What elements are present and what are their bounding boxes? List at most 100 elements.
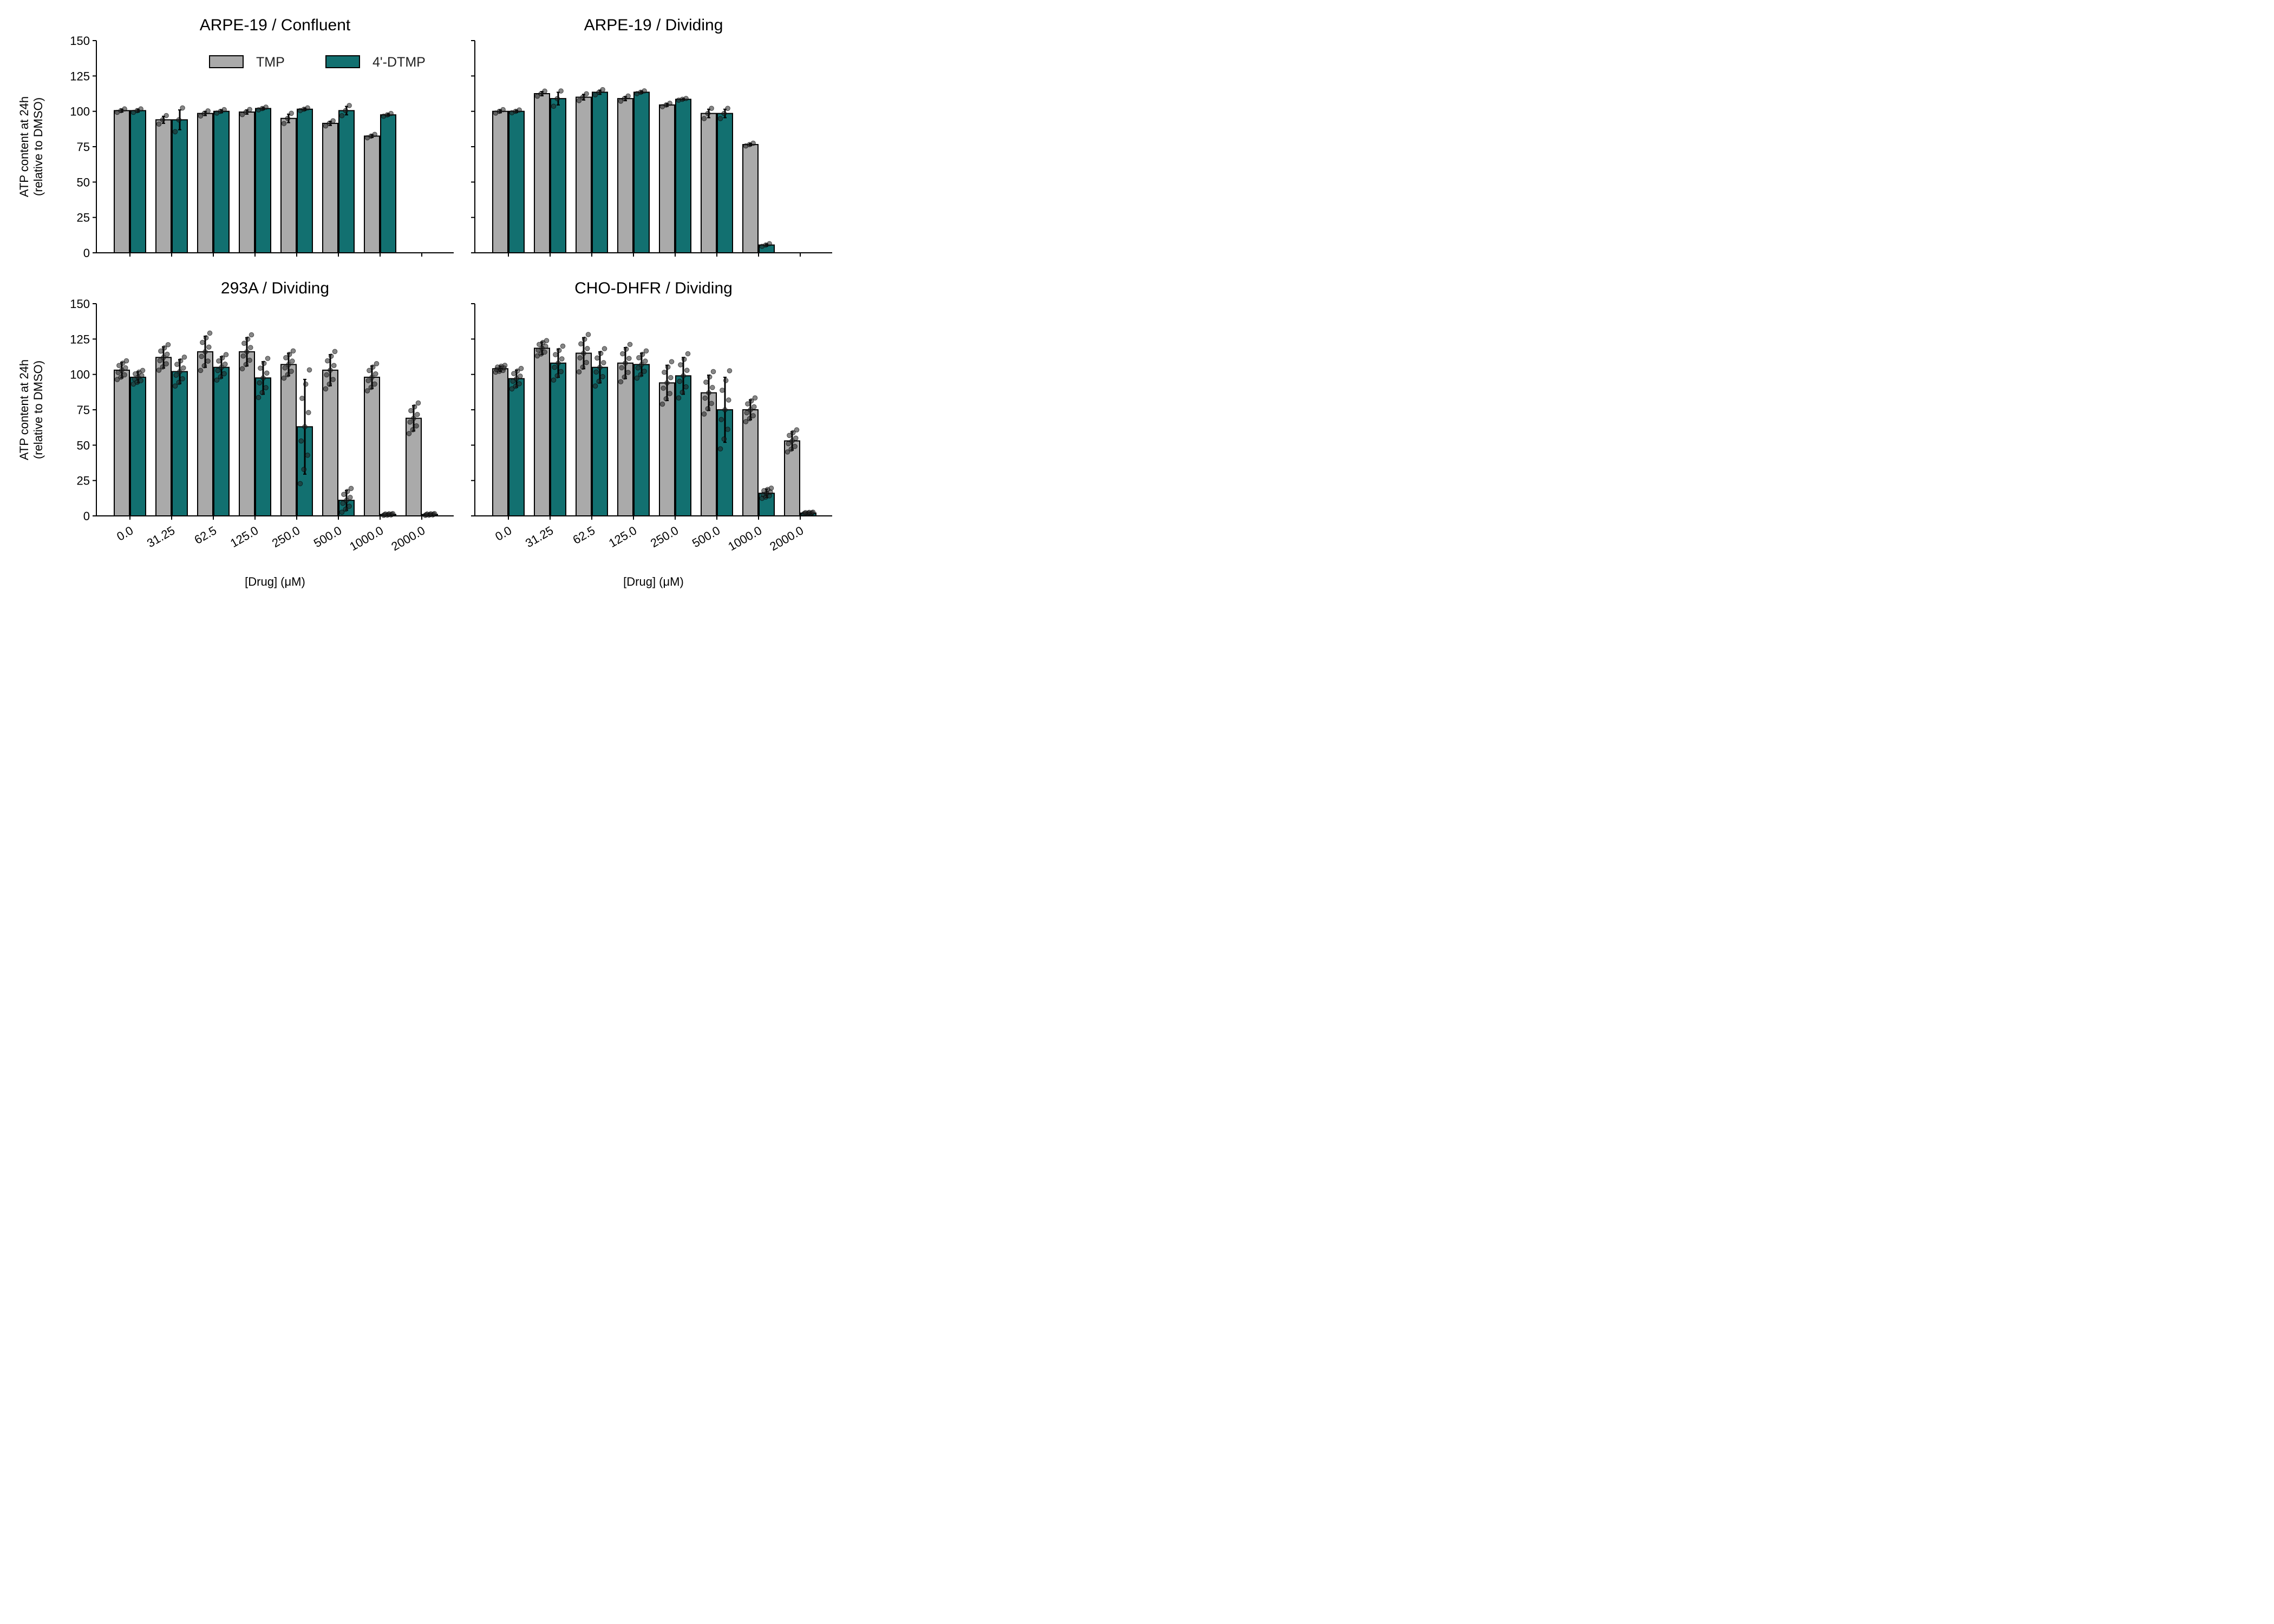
data-point bbox=[500, 107, 506, 113]
data-point bbox=[701, 411, 707, 417]
data-point bbox=[223, 352, 229, 357]
data-point bbox=[788, 446, 794, 452]
data-point bbox=[326, 121, 332, 126]
data-point bbox=[122, 106, 127, 112]
data-point bbox=[415, 400, 421, 406]
y-tick-label: 125 bbox=[70, 332, 90, 346]
bar bbox=[239, 111, 255, 253]
bar bbox=[701, 113, 717, 253]
data-point bbox=[517, 381, 522, 387]
data-point bbox=[323, 386, 329, 392]
data-point bbox=[263, 104, 269, 110]
data-point bbox=[259, 390, 265, 396]
data-point bbox=[301, 467, 307, 472]
data-point bbox=[683, 384, 689, 390]
data-point bbox=[331, 363, 337, 369]
chart-figure: ARPE-19 / Confluent 0 25 50 75 100 125 150 ARP… bbox=[17, 16, 832, 588]
data-point bbox=[513, 383, 519, 389]
data-point bbox=[305, 105, 310, 111]
data-point bbox=[324, 372, 330, 378]
data-point bbox=[177, 369, 182, 375]
legend-label-tmp: TMP bbox=[256, 55, 285, 70]
bar bbox=[197, 113, 213, 253]
data-point bbox=[726, 397, 731, 403]
data-point bbox=[281, 375, 287, 381]
data-point bbox=[576, 98, 582, 103]
data-point bbox=[306, 410, 311, 415]
data-point bbox=[160, 364, 166, 370]
data-point bbox=[634, 375, 640, 381]
bar bbox=[155, 357, 172, 516]
data-point bbox=[560, 343, 566, 349]
data-point bbox=[517, 107, 522, 113]
data-point bbox=[534, 93, 540, 99]
bar bbox=[717, 113, 733, 253]
data-point bbox=[720, 388, 725, 393]
data-point bbox=[635, 365, 641, 371]
data-point bbox=[626, 356, 632, 361]
data-point bbox=[348, 494, 353, 500]
data-point bbox=[328, 353, 334, 359]
data-point bbox=[667, 391, 672, 396]
data-point bbox=[115, 370, 121, 375]
bar bbox=[592, 91, 608, 254]
bar bbox=[701, 392, 717, 517]
data-point bbox=[330, 118, 336, 123]
panel-arpe19-confluent: ARPE-19 / Confluent 0 25 50 75 100 125 150 bbox=[70, 16, 454, 260]
data-point bbox=[553, 352, 558, 357]
bar bbox=[114, 369, 130, 516]
bar bbox=[617, 98, 633, 253]
data-point bbox=[219, 355, 225, 361]
y-axis-label-top-line1: ATP content at 24h bbox=[17, 96, 31, 197]
data-point bbox=[661, 385, 666, 391]
data-point bbox=[245, 336, 251, 342]
data-point bbox=[542, 88, 547, 94]
data-point bbox=[241, 340, 247, 346]
data-point bbox=[636, 355, 642, 361]
data-point bbox=[810, 509, 816, 515]
data-point bbox=[752, 395, 758, 401]
bar bbox=[742, 409, 759, 516]
bar bbox=[508, 110, 525, 254]
data-point bbox=[328, 368, 333, 373]
data-point bbox=[642, 369, 647, 374]
data-point bbox=[790, 430, 796, 436]
legend-swatch-dtmp bbox=[325, 55, 360, 68]
data-point bbox=[282, 365, 288, 371]
data-point bbox=[260, 375, 266, 381]
panel-title: ARPE-19 / Dividing bbox=[584, 16, 723, 34]
data-point bbox=[598, 350, 604, 356]
data-point bbox=[172, 383, 178, 389]
data-point bbox=[710, 385, 715, 390]
data-point bbox=[794, 427, 800, 433]
data-point bbox=[678, 362, 683, 368]
bar bbox=[338, 110, 355, 254]
data-point bbox=[243, 109, 249, 115]
data-point bbox=[138, 378, 143, 383]
data-point bbox=[239, 366, 245, 372]
data-point bbox=[581, 350, 586, 356]
data-point bbox=[372, 132, 377, 137]
x-tick-label: 62.5 bbox=[571, 523, 598, 547]
bar bbox=[550, 98, 566, 253]
data-point bbox=[215, 368, 221, 374]
data-point bbox=[596, 378, 602, 384]
data-point bbox=[684, 368, 690, 373]
data-point bbox=[178, 358, 184, 364]
data-point bbox=[559, 356, 565, 362]
bar bbox=[155, 119, 172, 253]
bar bbox=[592, 366, 608, 516]
data-point bbox=[643, 358, 648, 364]
x-tick-label: 125.0 bbox=[228, 523, 260, 550]
data-point bbox=[286, 351, 292, 357]
bar bbox=[576, 96, 592, 254]
data-point bbox=[118, 374, 124, 380]
data-point bbox=[723, 378, 729, 383]
data-point bbox=[181, 365, 186, 371]
x-tick-label: 31.25 bbox=[523, 523, 556, 550]
data-point bbox=[721, 436, 727, 442]
data-point bbox=[203, 335, 209, 340]
data-point bbox=[247, 107, 252, 113]
legend-label-dtmp: 4'-DTMP bbox=[373, 55, 426, 70]
data-point bbox=[558, 88, 564, 94]
